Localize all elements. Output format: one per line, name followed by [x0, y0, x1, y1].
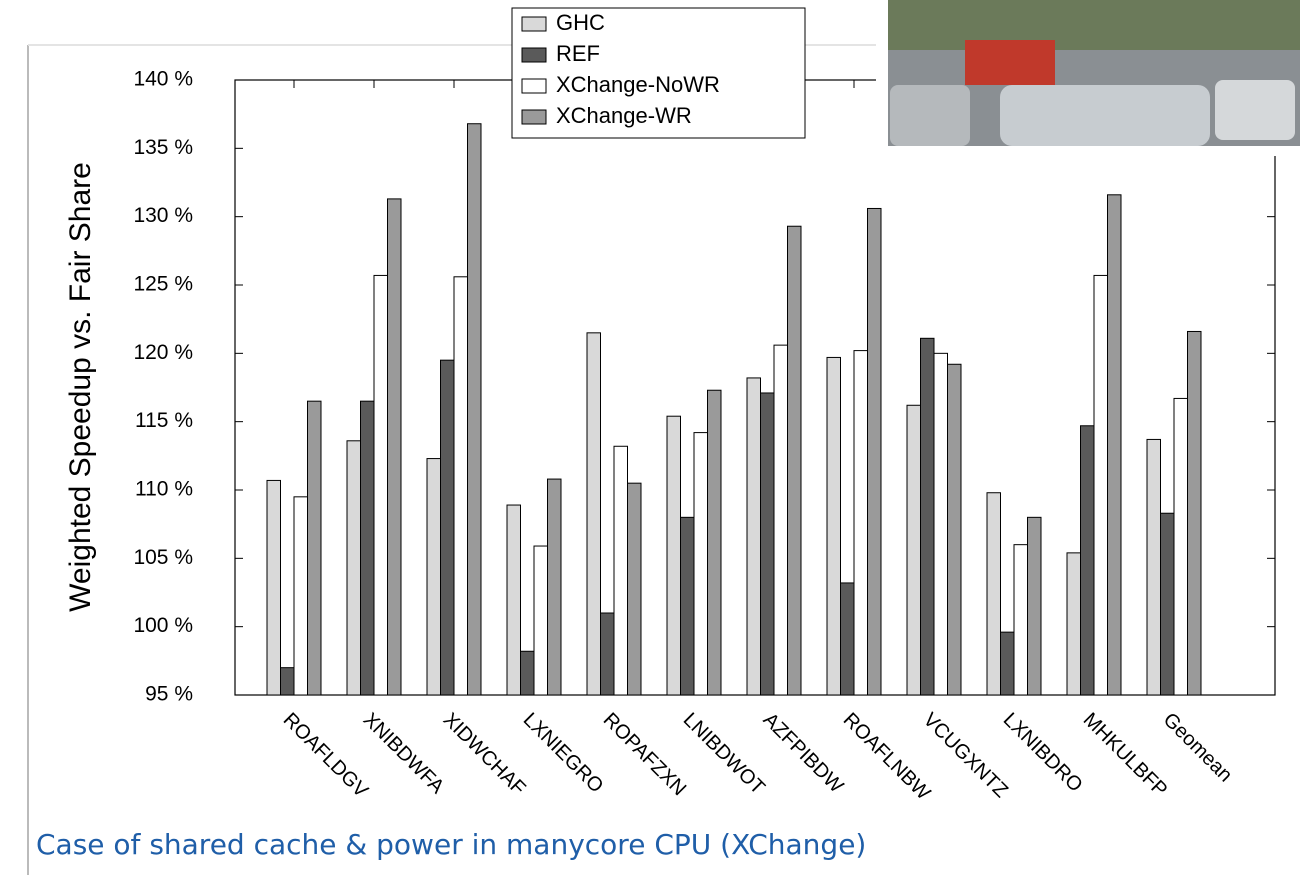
- bar: [388, 199, 402, 695]
- bar: [868, 208, 882, 695]
- bar: [361, 401, 375, 695]
- bar: [841, 583, 855, 695]
- bar: [1161, 513, 1175, 695]
- bar: [694, 433, 708, 695]
- photo-car: [890, 85, 970, 146]
- bar: [507, 505, 521, 695]
- bar: [761, 393, 775, 695]
- slide: {"chart_data": {"type": "bar", "ylabel":…: [0, 0, 1307, 875]
- bar: [747, 378, 761, 695]
- x-tick-label: XIDWCHAF: [439, 709, 530, 800]
- photo-bus: [965, 40, 1055, 85]
- bar: [934, 353, 948, 695]
- bar: [521, 651, 535, 695]
- bar: [667, 416, 681, 695]
- bar: [614, 446, 628, 695]
- bar: [708, 390, 722, 695]
- bar: [628, 483, 642, 695]
- bar: [548, 479, 562, 695]
- bar: [921, 338, 935, 695]
- bar: [1067, 553, 1081, 695]
- bar: [441, 360, 455, 695]
- bar: [854, 351, 868, 695]
- y-tick-label: 130 %: [133, 204, 193, 227]
- bar: [827, 357, 841, 695]
- y-tick-label: 100 %: [133, 614, 193, 637]
- y-tick-label: 125 %: [133, 273, 193, 296]
- y-tick-label: 110 %: [135, 478, 193, 501]
- bar: [1147, 439, 1161, 695]
- bar: [601, 613, 615, 695]
- legend-label: XChange-NoWR: [556, 72, 720, 97]
- photo-car: [1215, 80, 1295, 140]
- legend-swatch: [522, 17, 546, 31]
- caption: Case of shared cache & power in manycore…: [36, 828, 866, 861]
- y-tick-label: 120 %: [133, 341, 193, 364]
- legend: GHC REF XChange-NoWR XChange-WR: [512, 8, 805, 138]
- bar: [308, 401, 322, 695]
- y-tick-label: 115 %: [135, 409, 193, 432]
- bar: [374, 275, 388, 695]
- bar: [987, 493, 1001, 695]
- bar: [907, 405, 921, 695]
- bar: [948, 364, 962, 695]
- photo-car: [1000, 85, 1210, 146]
- y-tick-label: 95 %: [145, 683, 193, 706]
- bar: [774, 345, 788, 695]
- x-tick-label: AZFPIBDW: [759, 709, 848, 798]
- bar: [1108, 195, 1122, 695]
- legend-label: GHC: [556, 10, 605, 35]
- x-tick-label: XNIBDWFA: [359, 709, 449, 799]
- photo: [876, 0, 1306, 156]
- bar: [1028, 517, 1042, 695]
- bar: [1001, 632, 1015, 695]
- bar: [1174, 398, 1188, 695]
- x-tick-label: LXNIBDRO: [999, 709, 1087, 797]
- y-tick-label: 105 %: [133, 546, 193, 569]
- legend-label: XChange-WR: [556, 103, 692, 128]
- y-tick-label: 140 %: [133, 68, 193, 91]
- photo-trees: [888, 0, 1300, 50]
- legend-swatch: [522, 79, 546, 93]
- bar: [1188, 331, 1202, 695]
- bar: [294, 497, 308, 695]
- x-tick-label: ROPAFZXN: [599, 709, 691, 801]
- bar: [681, 517, 695, 695]
- bar: [468, 124, 482, 695]
- bar: [1094, 275, 1108, 695]
- chart: Weighted Speedup vs. Fair Share 95 % 100 …: [0, 0, 1307, 875]
- bar: [454, 277, 468, 695]
- bar: [281, 668, 295, 695]
- legend-swatch: [522, 48, 546, 62]
- legend-swatch: [522, 110, 546, 124]
- x-tick-label: LXNIEGRO: [519, 709, 608, 798]
- legend-label: REF: [556, 41, 600, 66]
- x-tick-label: MHKULBFP: [1079, 709, 1172, 802]
- bar: [267, 480, 281, 695]
- bar: [534, 546, 548, 695]
- y-tick-label: 135 %: [133, 136, 193, 159]
- x-tick-label: ROAFLDGV: [279, 709, 373, 803]
- bar: [1014, 545, 1028, 695]
- x-tick-label: Geomean: [1159, 709, 1237, 787]
- bar: [347, 441, 361, 695]
- bar: [427, 459, 441, 695]
- x-tick-label: LNIBDWOT: [679, 709, 769, 799]
- bar: [587, 333, 601, 695]
- bar: [788, 226, 802, 695]
- y-axis-label: Weighted Speedup vs. Fair Share: [64, 162, 97, 612]
- bar: [1081, 426, 1095, 695]
